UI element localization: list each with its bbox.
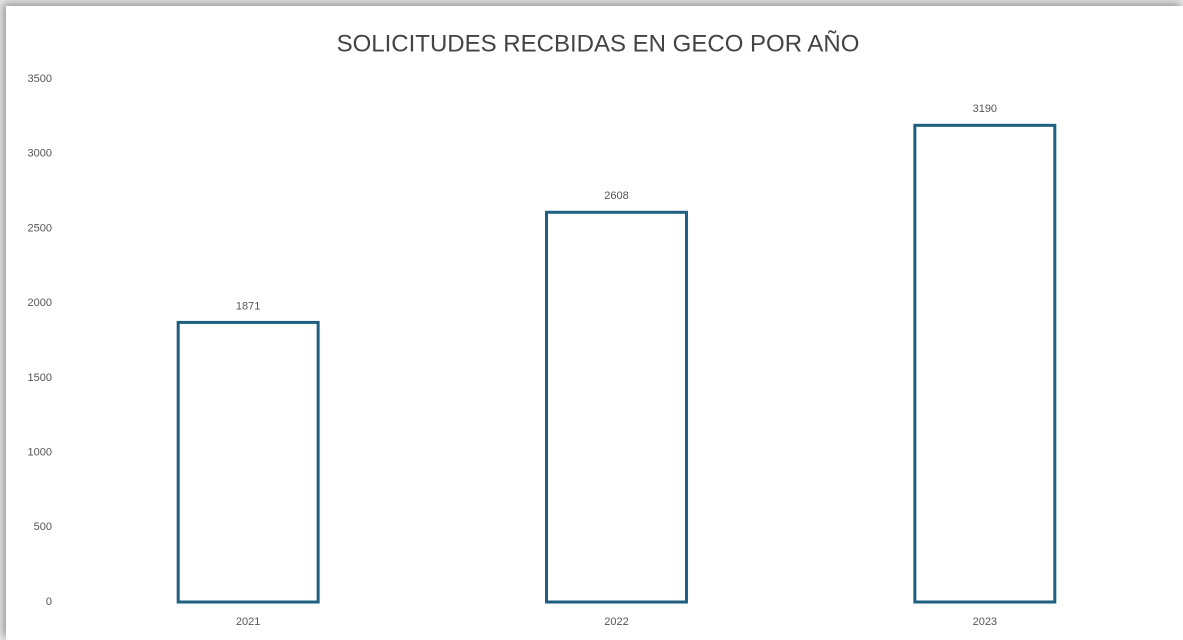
chart-title: SOLICITUDES RECBIDAS EN GECO POR AÑO	[337, 30, 860, 57]
y-tick-label: 1000	[28, 446, 52, 458]
bar	[176, 320, 320, 604]
x-tick-label: 2021	[236, 616, 260, 628]
y-tick-label: 3500	[28, 73, 52, 85]
y-tick-label: 3000	[28, 148, 52, 160]
y-tick-label: 2500	[28, 222, 52, 234]
x-tick-label: 2022	[604, 616, 628, 628]
bar	[913, 123, 1057, 604]
x-tick-label: 2023	[973, 616, 997, 628]
y-tick-label: 500	[34, 521, 52, 533]
y-tick-label: 2000	[28, 297, 52, 309]
bar	[545, 210, 688, 604]
data-label: 3190	[973, 103, 997, 115]
y-tick-label: 1500	[28, 372, 52, 384]
data-label: 1871	[236, 300, 260, 312]
y-tick-label: 0	[46, 596, 52, 608]
data-label: 2608	[604, 190, 628, 202]
